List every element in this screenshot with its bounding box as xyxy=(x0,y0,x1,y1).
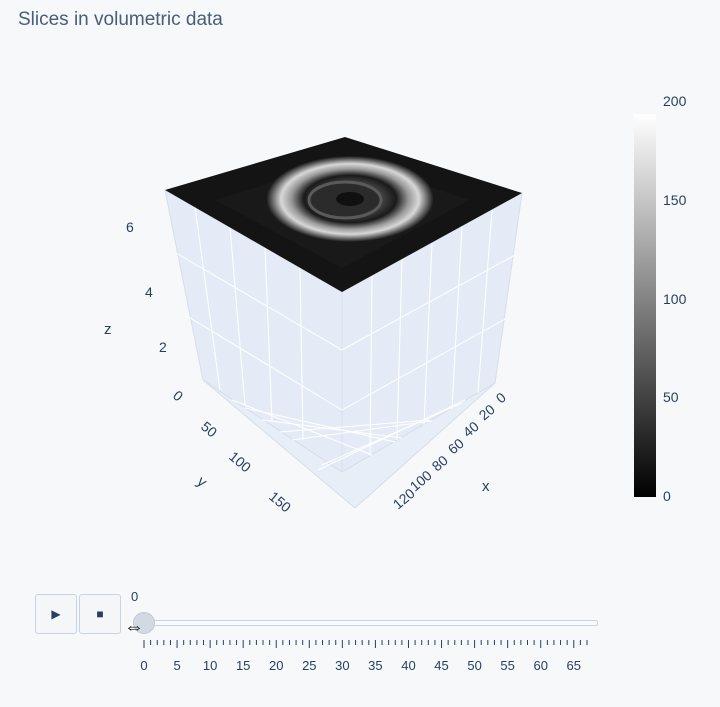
x-tick-0: 0 xyxy=(493,389,509,406)
grid-floor xyxy=(231,399,466,471)
z-tick-4: 4 xyxy=(145,284,153,300)
slider-tick-label-65: 65 xyxy=(567,658,581,673)
z-tick-2: 2 xyxy=(159,339,167,355)
slider-tick-label-35: 35 xyxy=(368,658,382,673)
slider-tick-label-45: 45 xyxy=(434,658,448,673)
colorbar-tick-150: 150 xyxy=(663,191,687,208)
x-tick-40: 40 xyxy=(460,418,482,440)
y-tick-50: 50 xyxy=(198,418,220,440)
slider-tick-label-55: 55 xyxy=(500,658,514,673)
x-tick-80: 80 xyxy=(429,452,451,474)
slider-ticks: 0 5 10 15 20 25 30 35 40 45 50 55 60 65 xyxy=(140,640,588,673)
y-tick-100: 100 xyxy=(226,448,254,475)
stop-button[interactable]: ■ xyxy=(79,594,121,634)
colorbar-tick-50: 50 xyxy=(663,389,679,406)
slider-tick-label-30: 30 xyxy=(335,658,349,673)
stop-icon: ■ xyxy=(96,607,104,621)
y-tick-0: 0 xyxy=(170,387,186,404)
slider-tick-label-15: 15 xyxy=(236,658,250,673)
colorbar-tick-0: 0 xyxy=(663,488,671,504)
y-tick-150: 150 xyxy=(266,488,294,515)
play-button[interactable]: ▶ xyxy=(35,594,77,634)
slider-tick-label-50: 50 xyxy=(467,658,481,673)
x-tick-20: 20 xyxy=(476,401,498,423)
z-tick-6: 6 xyxy=(126,219,134,235)
chart-title: Slices in volumetric data xyxy=(18,9,223,30)
slider-tick-label-20: 20 xyxy=(269,658,283,673)
slider-tick-label-0: 0 xyxy=(140,658,147,673)
slider-handle[interactable] xyxy=(133,612,155,634)
3d-scene[interactable]: 6 4 2 z 0 50 100 150 y 0 20 40 60 80 100… xyxy=(0,0,720,580)
resize-cursor-icon: ⇔ xyxy=(124,616,144,638)
colorbar-tick-200: 200 xyxy=(663,93,687,109)
y-axis-title: y xyxy=(193,473,210,491)
colorbar-tick-100: 100 xyxy=(663,290,687,307)
z-axis-title: z xyxy=(104,321,112,338)
play-icon: ▶ xyxy=(51,607,61,621)
slider-tick-label-10: 10 xyxy=(203,658,217,673)
floor-plane xyxy=(202,379,496,509)
slider-tick-label-5: 5 xyxy=(173,658,180,673)
slider-tick-label-25: 25 xyxy=(302,658,316,673)
slider-tick-label-60: 60 xyxy=(533,658,547,673)
x-tick-60: 60 xyxy=(445,435,467,457)
grid-right xyxy=(341,209,516,457)
slider-tick-label-40: 40 xyxy=(401,658,415,673)
x-axis-title: x xyxy=(482,478,490,495)
slice-core xyxy=(336,192,364,206)
slider-track[interactable] xyxy=(140,620,598,626)
slider-current-value: 0 xyxy=(131,589,139,604)
grid-left xyxy=(175,206,343,441)
colorbar xyxy=(634,114,656,497)
